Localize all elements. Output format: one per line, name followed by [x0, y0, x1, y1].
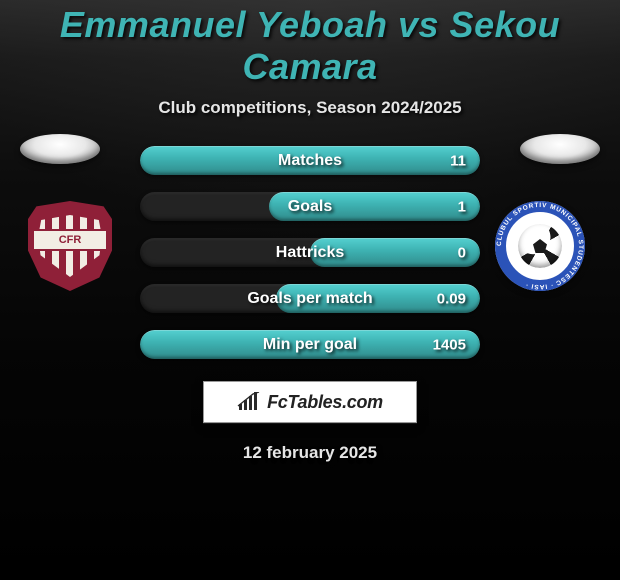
stat-label: Goals: [288, 198, 332, 216]
stat-label: Hattricks: [276, 244, 344, 262]
season-subtitle: Club competitions, Season 2024/2025: [158, 98, 461, 118]
stat-row-gpm: Goals per match 0.09: [140, 284, 480, 313]
stat-value: 1: [458, 198, 466, 215]
stat-row-mpg: Min per goal 1405: [140, 330, 480, 359]
widget-container: Emmanuel Yeboah vs Sekou Camara Club com…: [0, 0, 620, 580]
comparison-title: Emmanuel Yeboah vs Sekou Camara: [0, 4, 620, 88]
brand-link[interactable]: FcTables.com: [203, 381, 417, 423]
stat-label: Goals per match: [247, 290, 372, 308]
crest-cfr-initials: CFR: [34, 231, 106, 249]
snapshot-date: 12 february 2025: [243, 443, 377, 463]
crest-cfr: CFR: [28, 201, 112, 291]
stat-label: Min per goal: [263, 336, 357, 354]
stats-area: CFR CLUBUL SPORTIV MUNICIPAL STUDENTESC …: [0, 146, 620, 359]
player-photo-left: [20, 134, 100, 164]
stat-value: 0.09: [437, 290, 466, 307]
bar-chart-icon: [237, 392, 261, 412]
stat-row-goals: Goals 1: [140, 192, 480, 221]
stat-value: 11: [450, 152, 466, 169]
stat-value: 0: [458, 244, 466, 261]
stat-row-hattricks: Hattricks 0: [140, 238, 480, 267]
soccer-ball-icon: [518, 224, 562, 268]
stat-label: Matches: [278, 152, 342, 170]
brand-text: FcTables.com: [267, 392, 383, 413]
crest-poli: CLUBUL SPORTIV MUNICIPAL STUDENTESC · IA…: [495, 201, 585, 291]
stat-bars: Matches 11 Goals 1 Hattricks 0 Goals per…: [140, 146, 480, 359]
stat-value: 1405: [433, 336, 466, 353]
team-crest-right: CLUBUL SPORTIV MUNICIPAL STUDENTESC · IA…: [490, 196, 590, 296]
player-photo-right: [520, 134, 600, 164]
team-crest-left: CFR: [20, 196, 120, 296]
stat-row-matches: Matches 11: [140, 146, 480, 175]
